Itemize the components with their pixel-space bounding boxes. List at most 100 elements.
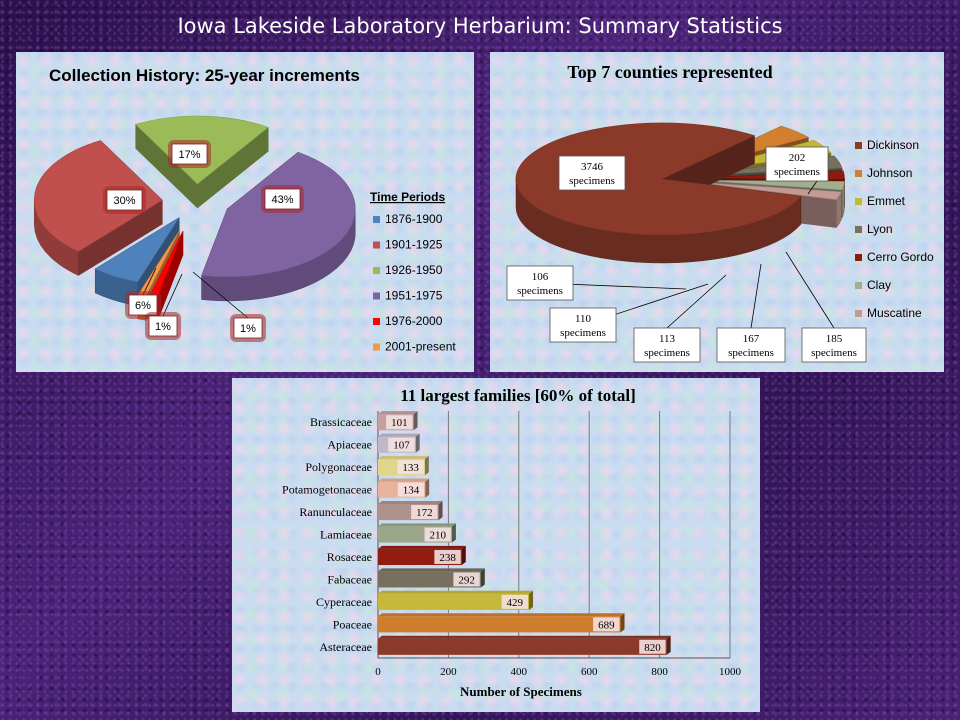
x-tick-label-800: 800 (651, 666, 668, 678)
x-tick-label-1000: 1000 (719, 666, 742, 678)
collection-history-label-1901-1925: 30% (103, 186, 146, 214)
svg-text:1%: 1% (155, 321, 171, 333)
collection-history-panel: Collection History: 25-year increments 6%… (16, 52, 474, 372)
legend-item-1951-1975: 1951-1975 (373, 289, 443, 303)
collection-history-label-1926-1950: 17% (168, 140, 211, 168)
svg-text:specimens: specimens (728, 347, 774, 359)
legend-item-emmet: Emmet (855, 194, 906, 208)
svg-text:172: 172 (416, 507, 433, 519)
svg-text:30%: 30% (113, 195, 135, 207)
largest-families-chart: 11 largest families [60% of total] Brassi… (282, 386, 742, 699)
svg-text:3746: 3746 (581, 161, 604, 173)
legend-item-1901-1925: 1901-1925 (373, 238, 443, 252)
value-label-fabaceae: 292 (453, 572, 480, 587)
x-tick-label-0: 0 (375, 666, 381, 678)
page-title: Iowa Lakeside Laboratory Herbarium: Summ… (177, 14, 783, 38)
collection-history-label-1876-1900: 6% (125, 267, 161, 319)
value-label-poaceae: 689 (593, 617, 620, 632)
svg-text:Dickinson: Dickinson (867, 138, 919, 152)
svg-text:specimens: specimens (560, 327, 606, 339)
category-label-apiaceae: Apiaceae (327, 438, 372, 452)
category-label-cyperaceae: Cyperaceae (316, 595, 372, 609)
largest-families-panel: 11 largest families [60% of total] Brassi… (232, 378, 760, 712)
svg-text:107: 107 (393, 440, 410, 452)
svg-text:Cerro Gordo: Cerro Gordo (867, 250, 934, 264)
category-label-polygonaceae: Polygonaceae (305, 460, 372, 474)
top-counties-label-clay: 110 specimens (549, 283, 709, 343)
bar-poaceae (378, 613, 625, 633)
svg-text:1951-1975: 1951-1975 (385, 289, 443, 303)
legend-item-2001-present: 2001-present (373, 340, 456, 354)
svg-text:429: 429 (507, 597, 524, 609)
collection-history-title: Collection History: 25-year increments (49, 66, 360, 85)
svg-text:specimens: specimens (569, 175, 615, 187)
value-label-asteraceae: 820 (639, 639, 666, 654)
legend-item-muscatine: Muscatine (855, 306, 922, 320)
legend-item-1926-1950: 1926-1950 (373, 263, 443, 277)
svg-text:133: 133 (402, 462, 419, 474)
svg-text:820: 820 (644, 642, 661, 654)
svg-text:1876-1900: 1876-1900 (385, 212, 443, 226)
svg-text:101: 101 (391, 417, 408, 429)
svg-text:1901-1925: 1901-1925 (385, 238, 443, 252)
largest-families-title: 11 largest families [60% of total] (400, 386, 636, 405)
svg-text:689: 689 (598, 619, 615, 631)
svg-text:185: 185 (826, 333, 843, 345)
category-label-potamogetonaceae: Potamogetonaceae (282, 483, 372, 497)
svg-text:1%: 1% (240, 323, 256, 335)
category-label-poaceae: Poaceae (333, 617, 372, 631)
svg-text:specimens: specimens (774, 166, 820, 178)
value-label-brassicaceae: 101 (386, 415, 413, 430)
value-label-potamogetonaceae: 134 (397, 482, 425, 497)
x-tick-label-600: 600 (581, 666, 598, 678)
svg-text:Johnson: Johnson (867, 166, 912, 180)
svg-text:Clay: Clay (867, 278, 891, 292)
top-counties-label-cerro-gordo: 113 specimens (633, 274, 727, 363)
svg-text:17%: 17% (178, 149, 200, 161)
top-counties-slice-dickinson (515, 122, 802, 264)
x-axis-label: Number of Specimens (460, 684, 582, 699)
svg-text:1926-1950: 1926-1950 (385, 263, 443, 277)
top-counties-label-lyon: 167 specimens (716, 263, 786, 363)
category-label-brassicaceae: Brassicaceae (310, 415, 372, 429)
legend-title: Time Periods (370, 190, 445, 204)
value-label-rosaceae: 238 (434, 549, 461, 564)
svg-text:specimens: specimens (644, 347, 690, 359)
svg-text:2001-present: 2001-present (385, 340, 456, 354)
value-label-apiaceae: 107 (388, 437, 415, 452)
svg-text:292: 292 (458, 574, 475, 586)
svg-text:202: 202 (789, 152, 806, 164)
legend-item-cerro-gordo: Cerro Gordo (855, 250, 934, 264)
top-counties-title: Top 7 counties represented (567, 62, 772, 82)
collection-history-legend: Time Periods 1876-1900 1901-1925 1926-1950 1… (370, 190, 456, 354)
legend-item-johnson: Johnson (855, 166, 912, 180)
svg-text:Lyon: Lyon (867, 222, 893, 236)
category-label-fabaceae: Fabaceae (327, 572, 372, 586)
top-counties-label-muscatine: 106 specimens (506, 265, 687, 301)
bar-cyperaceae (378, 590, 534, 610)
category-label-ranunculaceae: Ranunculaceae (299, 505, 372, 519)
svg-text:238: 238 (439, 552, 456, 564)
collection-history-label-2001-present: 1% (145, 273, 183, 340)
collection-history-label-1951-1975: 43% (261, 185, 304, 213)
svg-text:210: 210 (429, 530, 446, 542)
svg-text:134: 134 (403, 485, 420, 497)
svg-text:specimens: specimens (811, 347, 857, 359)
legend-item-1876-1900: 1876-1900 (373, 212, 443, 226)
top-counties-label-dickinson: 3746 specimens (558, 155, 626, 191)
legend-item-1976-2000: 1976-2000 (373, 314, 443, 328)
top-counties-panel: Top 7 counties represented 3746 specimens 2… (490, 52, 944, 372)
top-counties-label-emmet: 185 specimens (785, 251, 867, 363)
collection-history-chart: Collection History: 25-year increments 6%… (34, 66, 456, 354)
collection-history-slice-1901-1925 (34, 139, 163, 276)
top-counties-label-johnson: 202 specimens (765, 146, 829, 195)
collection-history-label-1976-2000: 1% (192, 271, 266, 342)
legend-item-lyon: Lyon (855, 222, 893, 236)
value-label-cyperaceae: 429 (501, 594, 529, 609)
svg-text:106: 106 (532, 271, 549, 283)
top-counties-legend: Dickinson Johnson Emmet Lyon Cerro Gordo Clay… (855, 138, 934, 320)
svg-text:Muscatine: Muscatine (867, 306, 922, 320)
legend-item-dickinson: Dickinson (855, 138, 919, 152)
svg-text:specimens: specimens (517, 285, 563, 297)
svg-text:6%: 6% (135, 300, 151, 312)
